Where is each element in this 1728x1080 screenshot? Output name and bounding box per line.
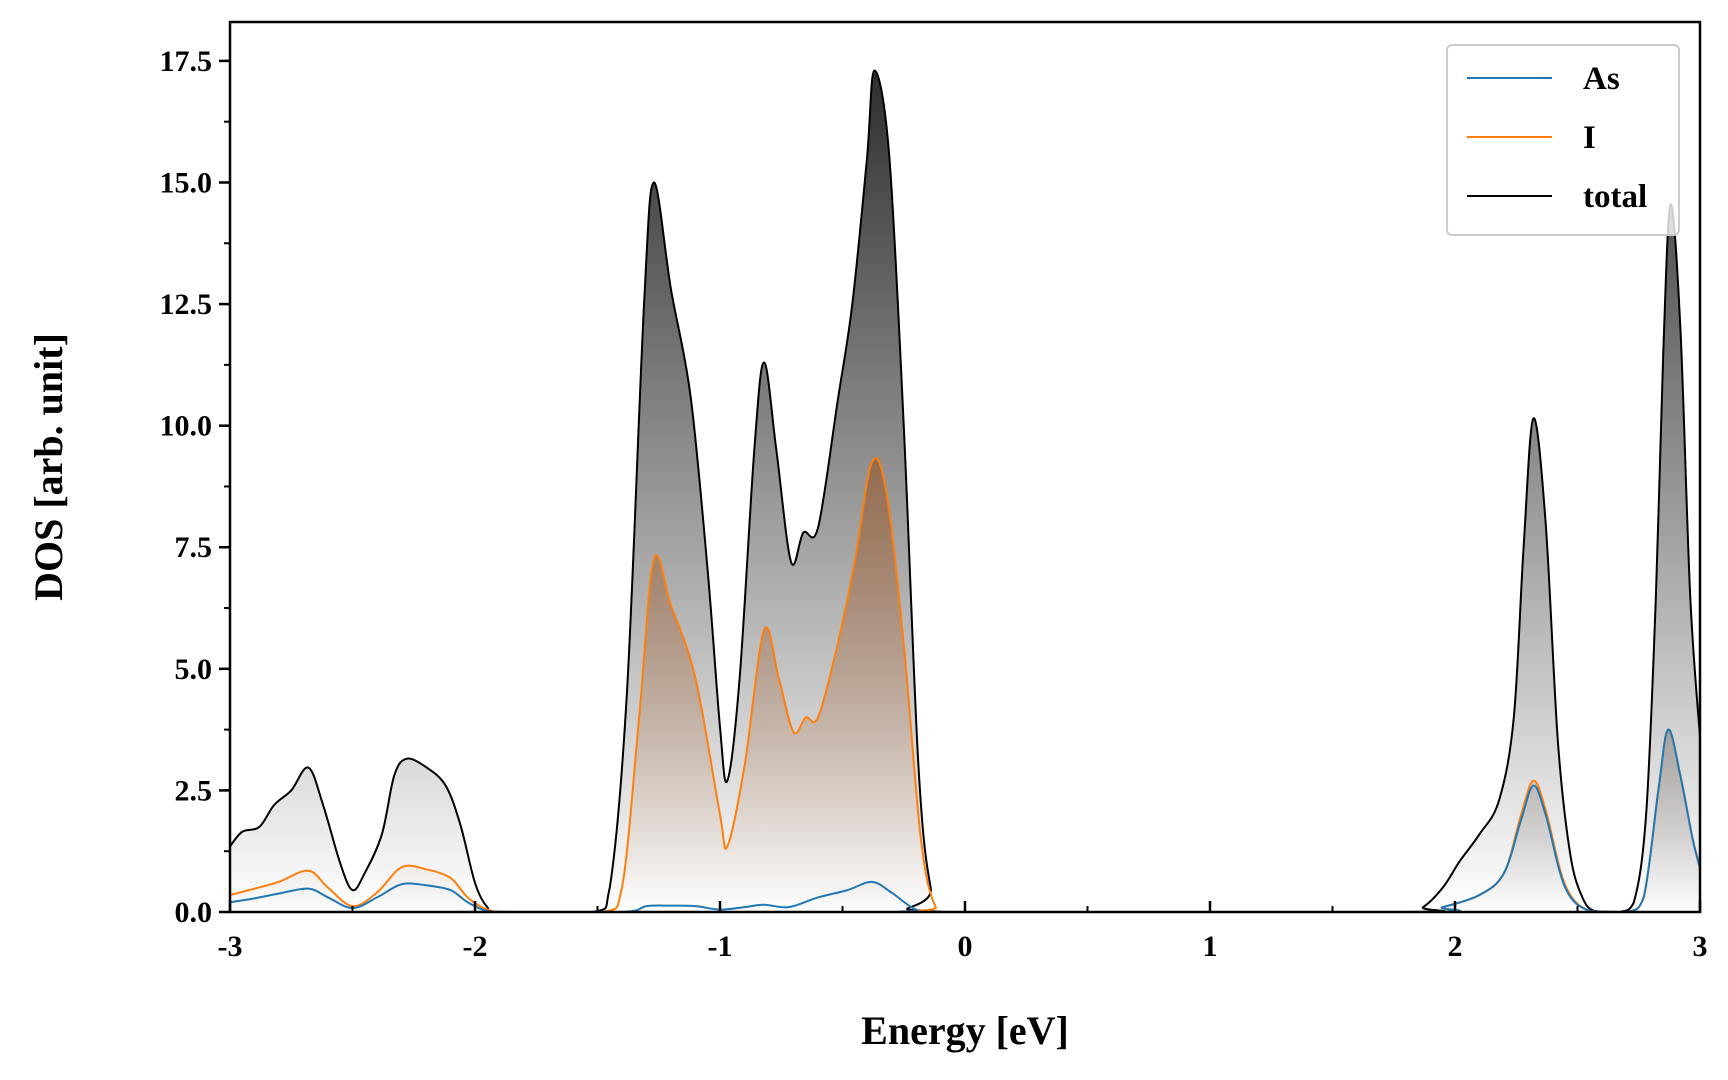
x-axis-title: Energy [eV] bbox=[861, 1008, 1069, 1053]
legend-label-as: As bbox=[1583, 61, 1620, 97]
x-tick-label: -3 bbox=[218, 930, 243, 963]
x-tick-label: 2 bbox=[1448, 930, 1463, 963]
area-as bbox=[230, 729, 1700, 912]
legend-label-i: I bbox=[1583, 120, 1596, 156]
y-tick-label: 0.0 bbox=[175, 896, 213, 929]
y-tick-label: 12.5 bbox=[160, 288, 213, 321]
x-tick-label: 0 bbox=[958, 930, 973, 963]
y-tick-label: 17.5 bbox=[160, 45, 213, 78]
area-total bbox=[230, 70, 1700, 912]
y-tick-label: 5.0 bbox=[175, 653, 213, 686]
y-axis-title: DOS [arb. unit] bbox=[26, 333, 71, 601]
legend-box bbox=[1446, 44, 1680, 236]
y-tick-label: 7.5 bbox=[175, 531, 213, 564]
series-lines bbox=[229, 69, 1701, 914]
y-tick-label: 2.5 bbox=[175, 774, 213, 807]
x-axis-ticks: -3 -2 -1 0 1 2 3 bbox=[218, 901, 1708, 963]
legend-label-total: total bbox=[1583, 179, 1647, 215]
y-tick-label: 15.0 bbox=[160, 166, 213, 199]
x-tick-label: 3 bbox=[1693, 930, 1708, 963]
x-tick-label: -1 bbox=[708, 930, 733, 963]
line-i bbox=[229, 457, 1701, 914]
x-tick-label: 1 bbox=[1203, 930, 1218, 963]
x-tick-label: -2 bbox=[463, 930, 488, 963]
y-axis-ticks: 0.0 2.5 5.0 7.5 10.0 12.5 15.0 17.5 bbox=[160, 45, 230, 929]
y-tick-label: 10.0 bbox=[160, 410, 213, 443]
line-total bbox=[229, 69, 1701, 914]
line-as bbox=[229, 728, 1701, 914]
series-areas bbox=[230, 70, 1700, 912]
